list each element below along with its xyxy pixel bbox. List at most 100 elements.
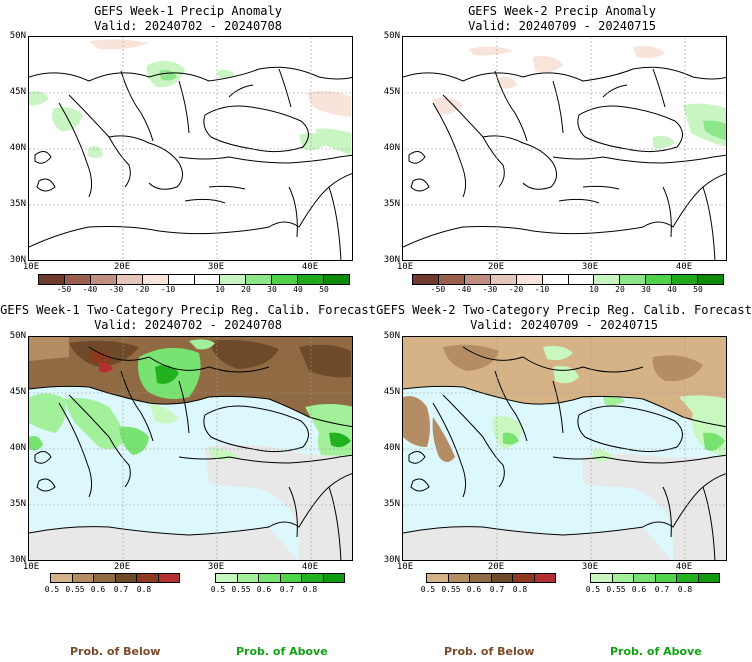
lon-label: 10E: [22, 262, 40, 272]
colorbar-label: 10: [589, 285, 599, 294]
panel-2-title-line1: GEFS Week-2 Precip Anomaly: [468, 4, 656, 18]
colorbar-swatch: [513, 574, 535, 582]
colorbar-label: -30: [482, 285, 498, 294]
lon-label: 20E: [487, 262, 505, 272]
colorbar-label: -30: [108, 285, 124, 294]
colorbar-swatch: [677, 574, 699, 582]
lon-label: 40E: [301, 562, 319, 572]
colorbar-label: -50: [56, 285, 72, 294]
colorbar-swatch: [39, 275, 65, 284]
lat-label: 35N: [9, 499, 26, 509]
colorbar-swatch: [516, 275, 543, 284]
colorbar-label: 20: [615, 285, 625, 294]
colorbar-swatch: [612, 574, 634, 582]
colorbar-swatch: [698, 574, 719, 582]
colorbar-label: -20: [134, 285, 150, 294]
colorbar-swatch: [137, 574, 159, 582]
colorbar-swatch: [72, 574, 94, 582]
panel-4-title: GEFS Week-2 Two-Category Precip Reg. Cal…: [376, 303, 752, 333]
colorbar-swatch: [591, 574, 613, 582]
panel-3-map: [28, 336, 353, 561]
panel-4-title-line1: GEFS Week-2 Two-Category Precip Reg. Cal…: [376, 303, 752, 317]
lon-label: 30E: [581, 562, 599, 572]
prob-above-label: Prob. of Above: [610, 645, 702, 658]
colorbar-swatch: [216, 574, 238, 582]
colorbar-swatch: [323, 574, 344, 582]
panel-1-title: GEFS Week-1 Precip Anomaly Valid: 202407…: [28, 4, 348, 34]
coastlines: [29, 346, 352, 560]
lat-label: 50N: [383, 31, 400, 41]
colorbar-swatch: [542, 275, 569, 284]
colorbar-swatch: [142, 275, 169, 284]
panel-4-map-svg: [403, 337, 726, 560]
above-colorbar-4: [590, 573, 720, 583]
probability-shading: [403, 337, 726, 560]
panel-3-title-line2: Valid: 20240702 - 20240708: [94, 318, 282, 332]
lat-label: 50N: [9, 31, 26, 41]
colorbar-swatch: [490, 275, 517, 284]
colorbar-label: 0.8: [302, 585, 318, 594]
colorbar-label: 20: [241, 285, 251, 294]
colorbar-swatch: [464, 275, 491, 284]
colorbar-swatch: [491, 574, 513, 582]
colorbar-label: 0.8: [136, 585, 152, 594]
lat-label: 40N: [383, 443, 400, 453]
colorbar-swatch: [534, 574, 555, 582]
colorbar-swatch: [220, 275, 247, 284]
coastlines: [29, 66, 352, 260]
lat-label: 30N: [9, 555, 26, 565]
lat-label: 30N: [9, 255, 26, 265]
colorbar-label: 0.6: [466, 585, 482, 594]
colorbar-swatch: [194, 275, 221, 284]
panel-3-map-svg: [29, 337, 352, 560]
colorbar-label: 0.6: [90, 585, 106, 594]
colorbar-swatch: [64, 275, 91, 284]
colorbar-label: 40: [293, 285, 303, 294]
lat-label: 45N: [383, 387, 400, 397]
lon-label: 40E: [675, 262, 693, 272]
lon-label: 10E: [396, 562, 414, 572]
lat-label: 35N: [383, 199, 400, 209]
anomaly-shading: [433, 45, 726, 149]
gridlines: [403, 337, 726, 560]
colorbar-swatch: [448, 574, 470, 582]
panel-1-map: [28, 36, 353, 261]
anomaly-colorbar-2: [412, 274, 724, 285]
panel-2-map: [402, 36, 727, 261]
lon-label: 30E: [581, 262, 599, 272]
lat-label: 30N: [383, 555, 400, 565]
colorbar-label: 0.5: [420, 585, 436, 594]
lat-label: 40N: [9, 143, 26, 153]
colorbar-swatch: [237, 574, 259, 582]
lon-label: 40E: [301, 262, 319, 272]
colorbar-swatch: [168, 275, 195, 284]
colorbar-label: 0.7: [279, 585, 295, 594]
gridlines: [29, 337, 352, 560]
panel-4-title-line2: Valid: 20240709 - 20240715: [470, 318, 658, 332]
colorbar-label: -40: [456, 285, 472, 294]
colorbar-label: 10: [215, 285, 225, 294]
colorbar-label: 0.6: [631, 585, 647, 594]
colorbar-label: -40: [82, 285, 98, 294]
lon-label: 20E: [113, 562, 131, 572]
prob-above-label: Prob. of Above: [236, 645, 328, 658]
panel-1-title-line2: Valid: 20240702 - 20240708: [94, 19, 282, 33]
colorbar-swatch: [672, 275, 699, 284]
colorbar-label: 30: [267, 285, 277, 294]
colorbar-swatch: [115, 574, 137, 582]
colorbar-swatch: [94, 574, 116, 582]
colorbar-swatch: [634, 574, 656, 582]
lon-label: 30E: [207, 562, 225, 572]
colorbar-swatch: [427, 574, 449, 582]
lon-label: 10E: [396, 262, 414, 272]
lon-label: 20E: [113, 262, 131, 272]
colorbar-label: 30: [641, 285, 651, 294]
lat-label: 35N: [9, 199, 26, 209]
colorbar-swatch: [594, 275, 621, 284]
colorbar-swatch: [698, 275, 724, 284]
colorbar-swatch: [116, 275, 143, 284]
colorbar-label: 50: [693, 285, 703, 294]
colorbar-swatch: [280, 574, 302, 582]
colorbar-label: 0.55: [231, 585, 251, 594]
coastlines: [403, 66, 726, 260]
